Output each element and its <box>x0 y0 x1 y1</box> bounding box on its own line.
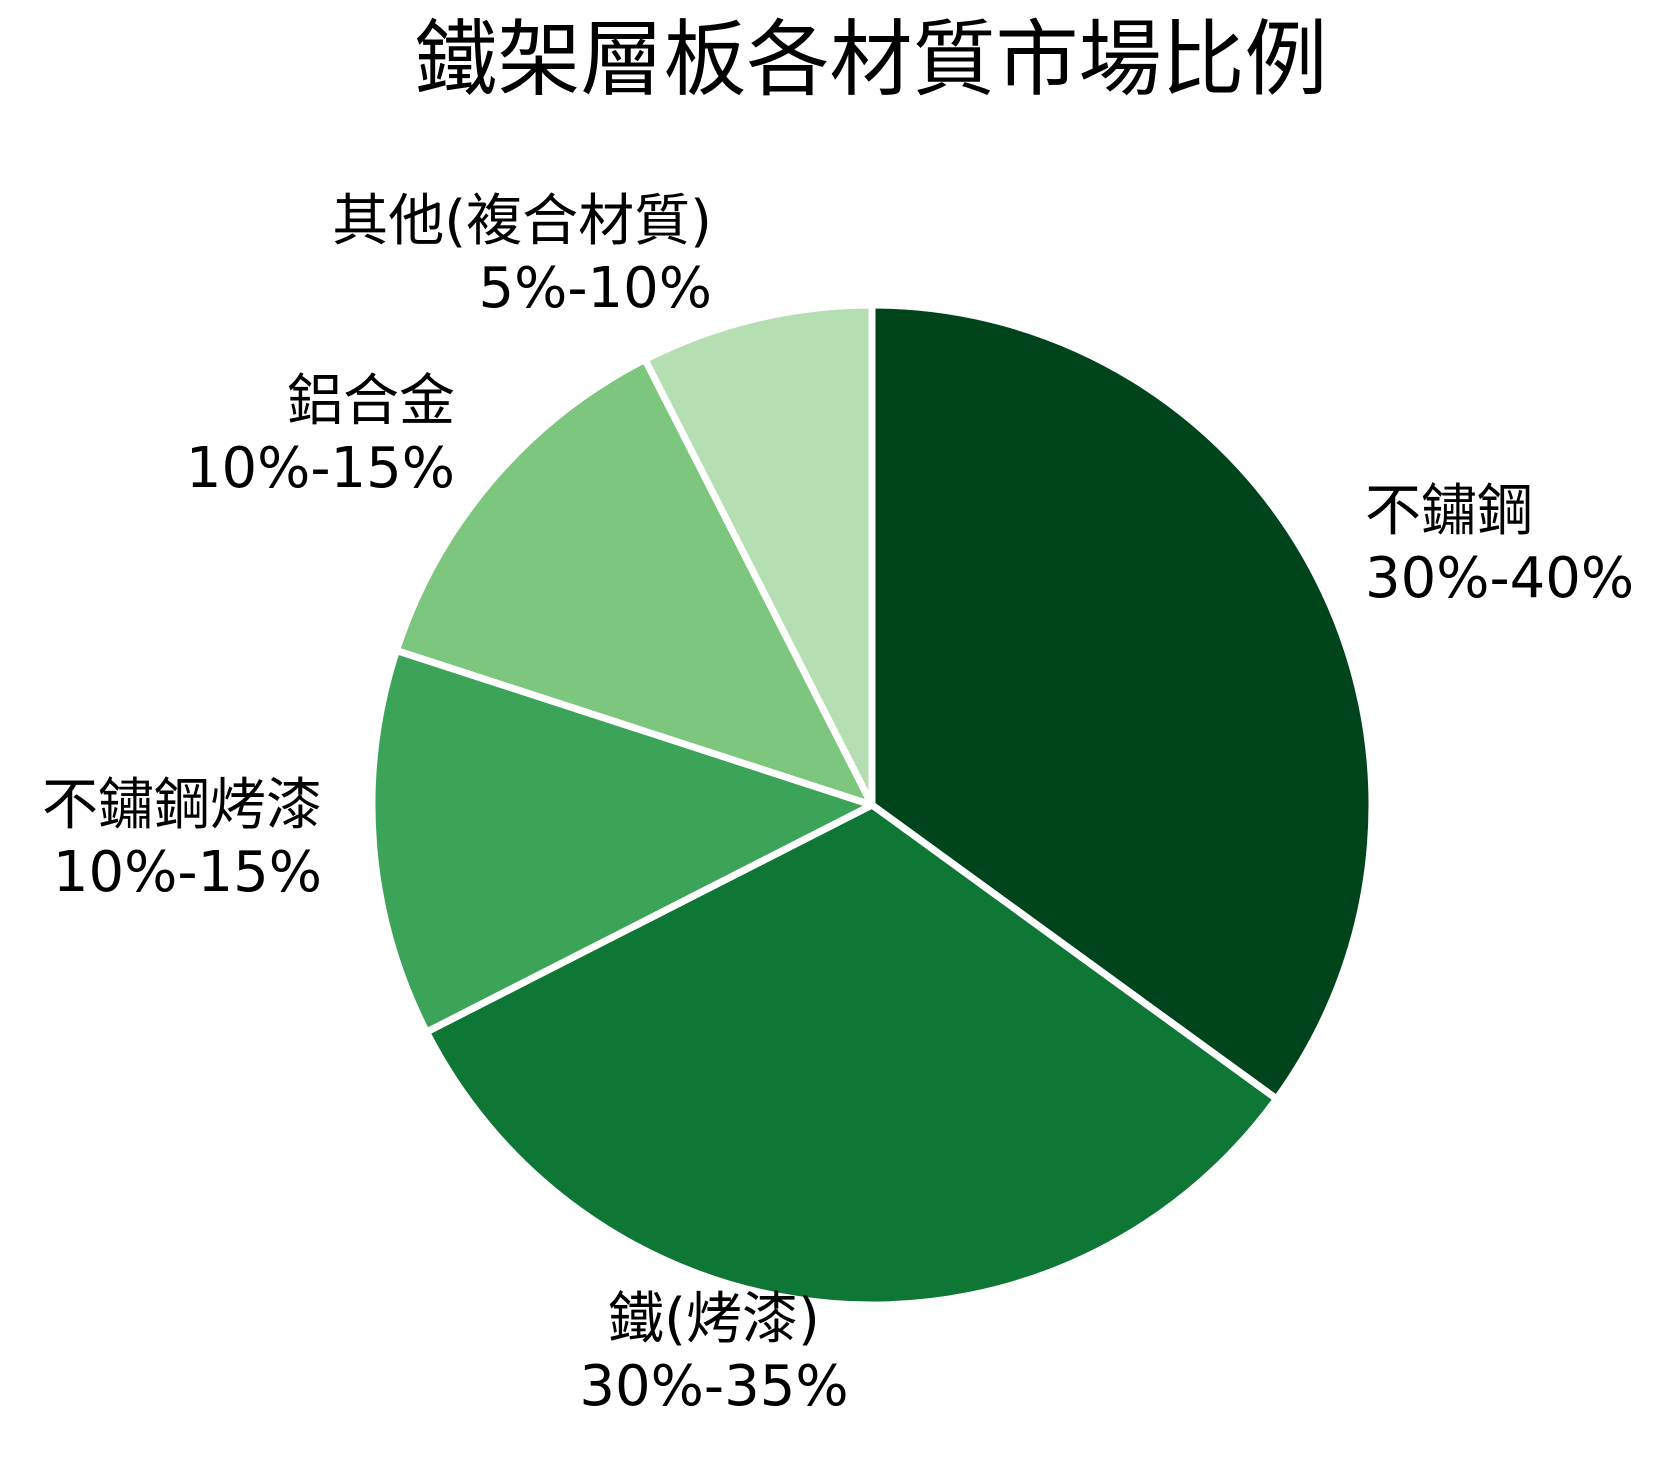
slice-label-range: 30%-40% <box>1365 546 1635 612</box>
slice-label-range: 10%-15% <box>52 840 322 906</box>
pie-slice-3 <box>392 356 876 809</box>
slice-label-text: 不鏽鋼烤漆 <box>42 773 322 838</box>
slice-label-other-composite: 其他(複合材質) 5%-10% <box>332 188 712 322</box>
slice-label-text: 不鏽鋼 <box>1365 479 1533 544</box>
pie-slice-2 <box>368 646 876 1036</box>
chart-title: 鐵架層板各材質市場比例 <box>414 11 1328 108</box>
pie-slice-0 <box>868 301 1376 1103</box>
pie-slice-1 <box>423 801 1281 1309</box>
slice-label-iron-painted: 鐵(烤漆) 30%-35% <box>579 1286 848 1420</box>
slice-label-text: 其他(複合材質) <box>332 189 712 254</box>
slice-label-range: 5%-10% <box>478 256 712 322</box>
slice-label-stainless-painted: 不鏽鋼烤漆 10%-15% <box>42 772 322 906</box>
slice-label-text: 鋁合金 <box>287 369 455 434</box>
slice-label-range: 30%-35% <box>579 1354 849 1420</box>
slice-label-aluminum-alloy: 鋁合金 10%-15% <box>186 368 455 502</box>
slice-label-stainless-steel: 不鏽鋼 30%-40% <box>1365 478 1634 612</box>
slice-label-range: 10%-15% <box>185 436 455 502</box>
pie-slice-4 <box>641 301 876 809</box>
slice-label-text: 鐵(烤漆) <box>608 1287 820 1352</box>
